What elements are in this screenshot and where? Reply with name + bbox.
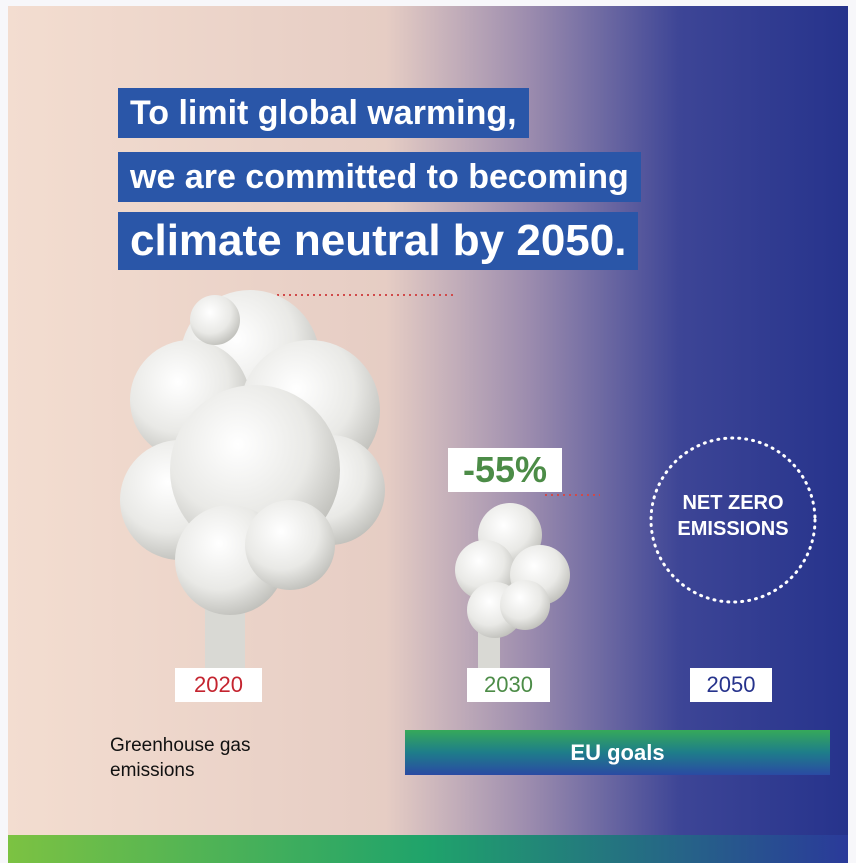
year-label: 2050 (690, 668, 772, 702)
year-label: 2020 (175, 668, 262, 702)
headline-line: climate neutral by 2050. (118, 212, 638, 270)
caption: Greenhouse gas emissions (110, 733, 300, 783)
year-label: 2030 (467, 668, 550, 702)
headline-line: we are committed to becoming (118, 152, 641, 202)
bottom-stripe (8, 835, 848, 863)
infographic: To limit global warming, we are committe… (0, 0, 856, 863)
goals-label: EU goals (405, 730, 830, 775)
net-zero-label: NET ZERO EMISSIONS (663, 490, 803, 542)
change-label: -55% (448, 448, 562, 492)
headline-line: To limit global warming, (118, 88, 529, 138)
